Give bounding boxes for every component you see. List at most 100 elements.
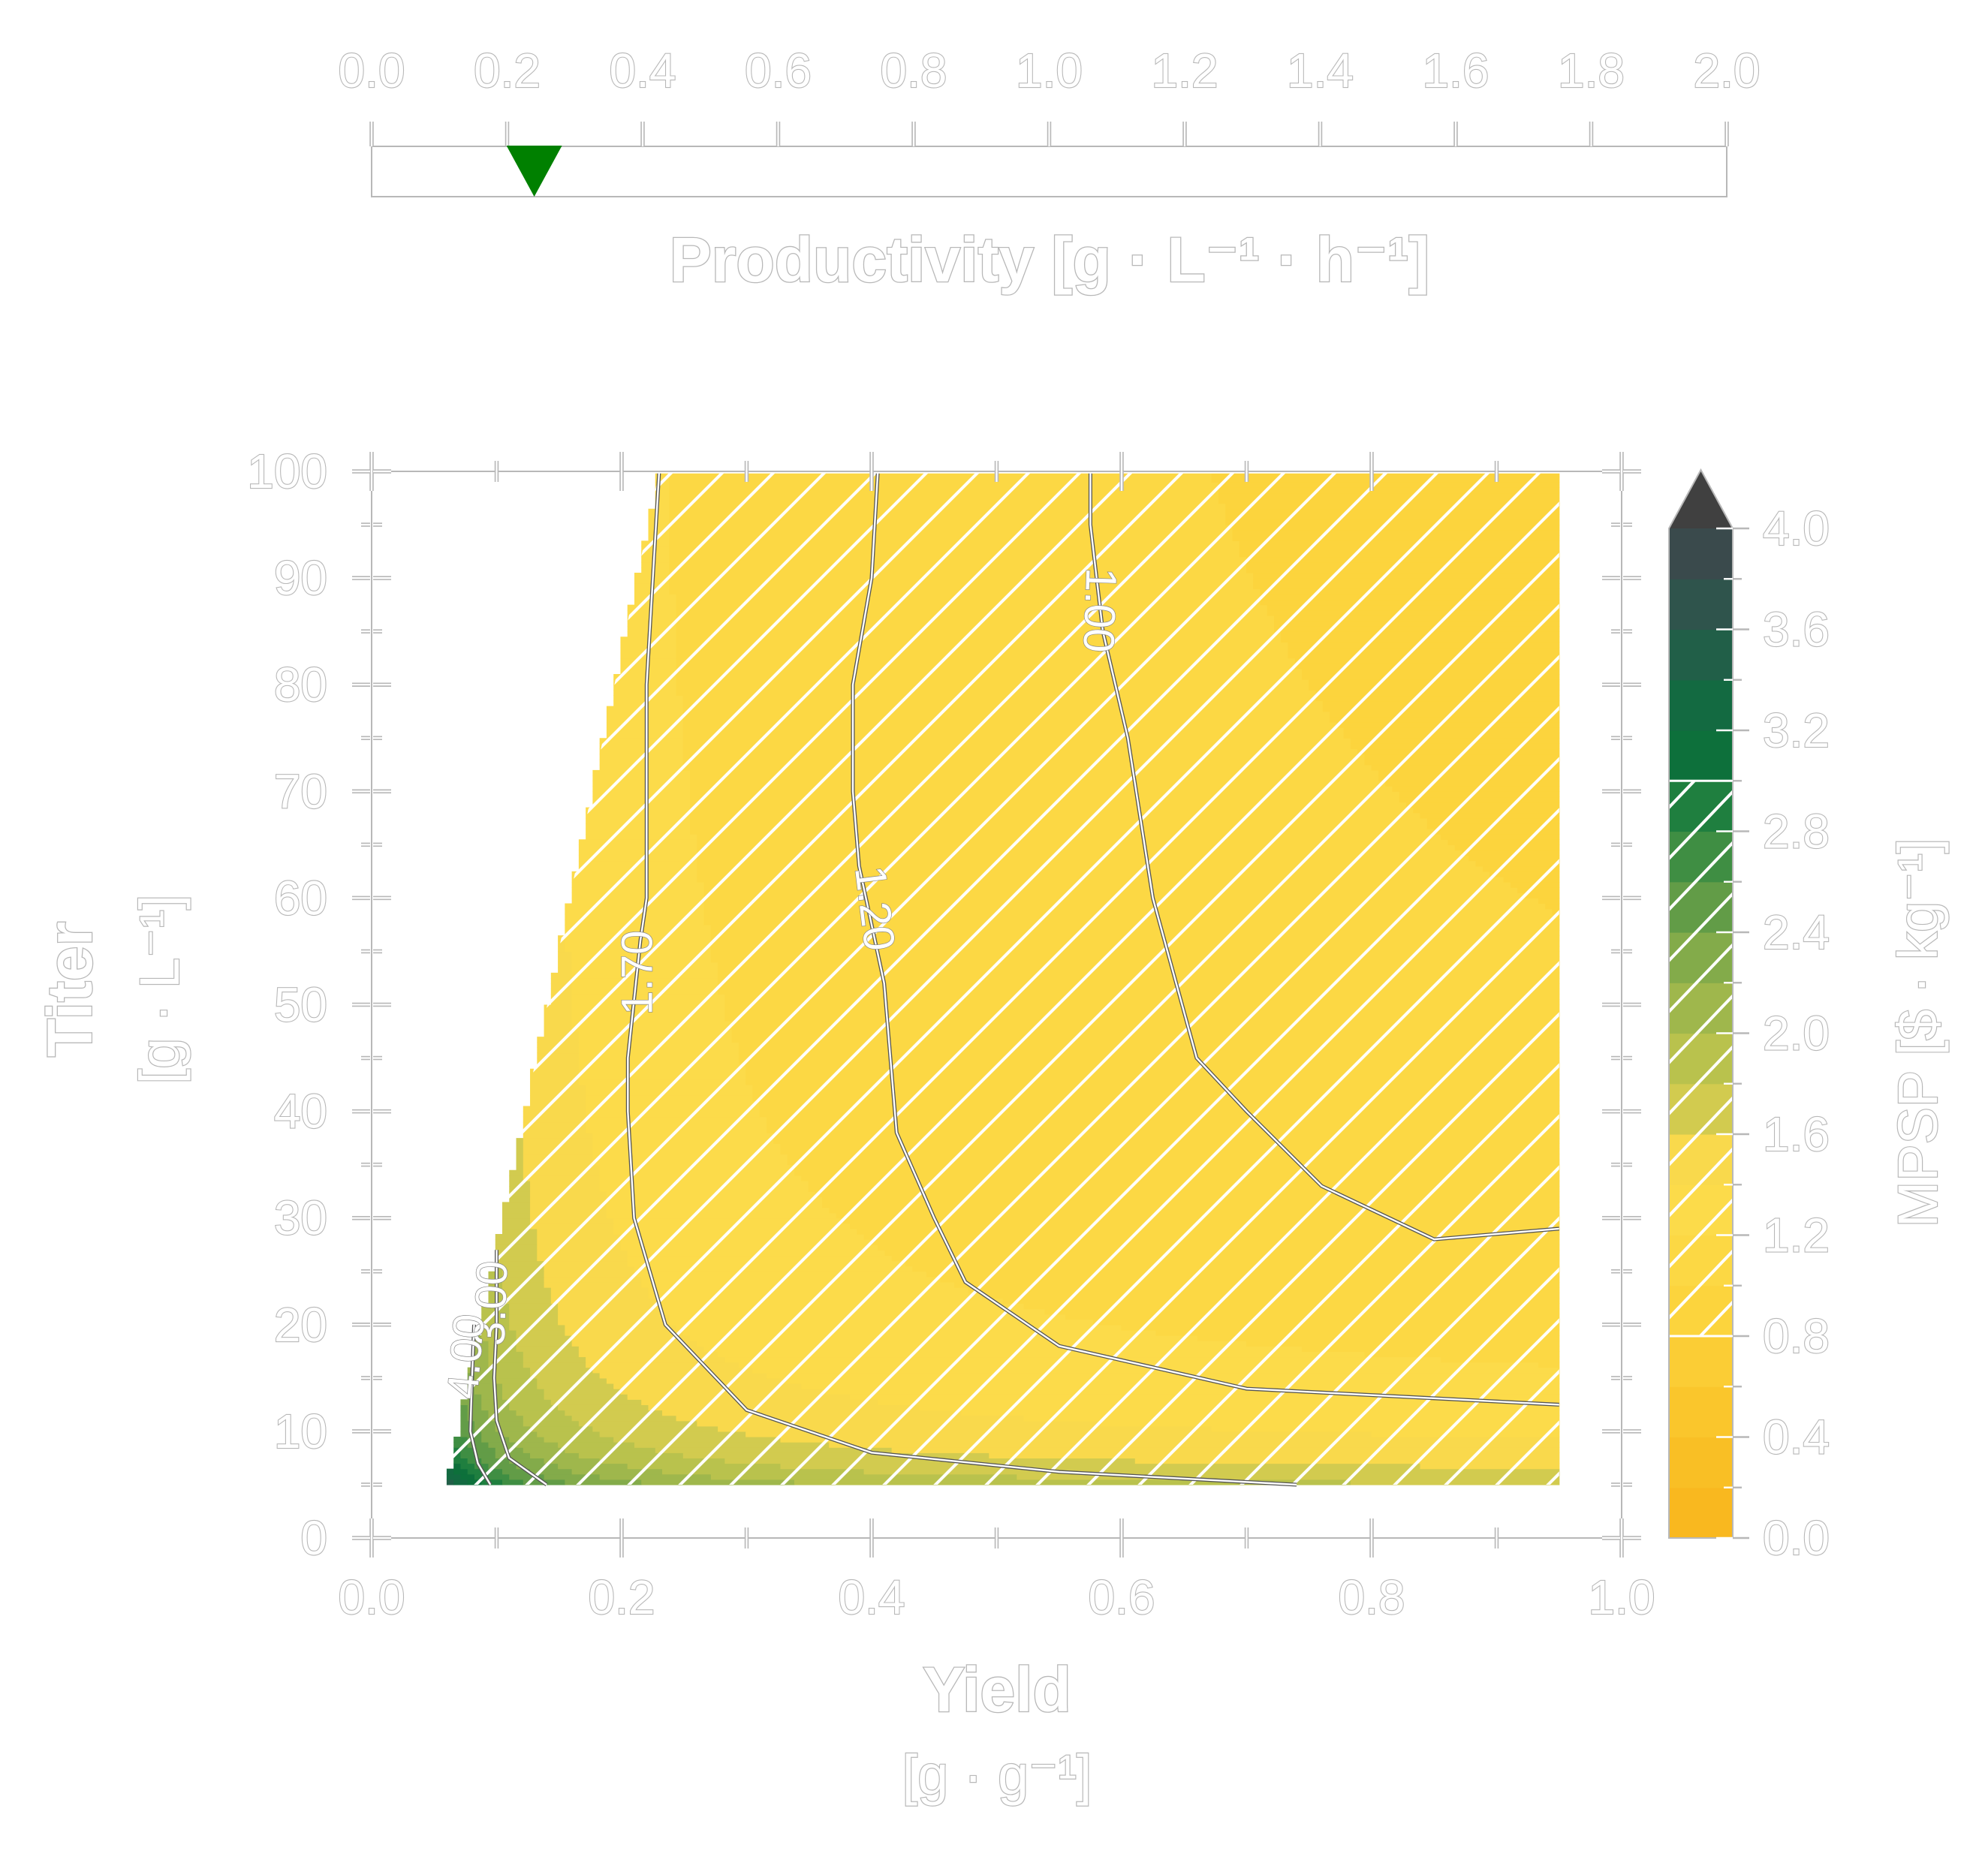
mpsp-cell [502, 1202, 531, 1208]
mpsp-cell [1545, 903, 1560, 910]
mpsp-cell [523, 1362, 586, 1368]
mpsp-cell [592, 781, 691, 787]
hatch-line [446, 471, 908, 1485]
mpsp-cell [1343, 727, 1560, 733]
colorbar-segment [1669, 1437, 1733, 1488]
mpsp-cell [502, 1383, 538, 1389]
hatch-line [446, 471, 1214, 1485]
mpsp-cell [578, 1452, 684, 1459]
mpsp-cell [724, 1015, 1560, 1022]
mpsp-cell [697, 860, 1477, 867]
mpsp-cell [648, 519, 670, 525]
contour-label: 1.20 [845, 863, 904, 953]
mpsp-cell [669, 471, 1212, 477]
mpsp-cell [502, 1223, 531, 1229]
mpsp-cell [558, 1314, 670, 1320]
mpsp-cell [558, 956, 573, 963]
mpsp-cell [1322, 700, 1560, 707]
mpsp-cell [710, 1473, 1017, 1480]
mpsp-cell [586, 829, 691, 835]
x-axis-title: Yield [923, 1654, 1071, 1725]
mpsp-cell [474, 1362, 489, 1368]
mpsp-cell [1211, 477, 1560, 483]
mpsp-cell [1239, 546, 1560, 552]
mpsp-cell [669, 530, 1233, 536]
hatch-line [446, 471, 1469, 1485]
mpsp-cell [509, 1175, 524, 1181]
mpsp-cell [530, 1223, 614, 1229]
mpsp-cell [703, 919, 1560, 925]
hatch-line [544, 471, 1559, 1485]
mpsp-cell [1538, 1362, 1560, 1368]
mpsp-cell [1371, 764, 1560, 771]
mpsp-cell [599, 1169, 795, 1176]
mpsp-cell [453, 1479, 468, 1485]
mpsp-cell [460, 1463, 475, 1470]
mpsp-cell [599, 1458, 725, 1464]
mpsp-cell [1364, 759, 1560, 766]
y-tick-label: 40 [274, 1085, 327, 1139]
mpsp-cell [697, 839, 1449, 845]
colorbar-hatch-line [1669, 1197, 1733, 1269]
mpsp-cell [905, 1260, 1560, 1267]
mpsp-cell [578, 1058, 739, 1064]
mpsp-cell [655, 503, 670, 510]
mpsp-cell [669, 1314, 1066, 1320]
mpsp-cell [571, 1020, 733, 1027]
mpsp-cell [446, 1468, 454, 1475]
mpsp-cell [669, 482, 1219, 488]
mpsp-cell [1371, 1431, 1560, 1437]
mpsp-cell [746, 1073, 1560, 1080]
mpsp-cell [690, 775, 1379, 781]
contour-label: 4.00 [438, 1312, 494, 1401]
mpsp-cell [676, 679, 1309, 685]
mpsp-cell [794, 1479, 1351, 1485]
productivity-tick-label: 2.0 [1694, 44, 1761, 98]
mpsp-cell [1315, 695, 1560, 702]
mpsp-cell [460, 1420, 475, 1427]
mpsp-cell [891, 1255, 1560, 1262]
mpsp-cell [1253, 583, 1560, 589]
mpsp-cell [648, 1287, 969, 1293]
mpsp-cell [919, 1404, 1560, 1411]
mpsp-cell [682, 727, 1345, 733]
mpsp-cell [1274, 626, 1560, 632]
mpsp-cell [773, 1133, 1560, 1139]
mpsp-cell [488, 1442, 517, 1448]
mpsp-cell [460, 1447, 475, 1453]
mpsp-cell [731, 1020, 1560, 1027]
mpsp-cell [509, 1437, 545, 1443]
mpsp-cell [523, 1111, 586, 1118]
mpsp-cell [669, 487, 1219, 494]
mpsp-cell [641, 1276, 941, 1283]
mpsp-cell [1399, 796, 1560, 803]
mpsp-cell [571, 972, 718, 979]
mpsp-cell [961, 1410, 1560, 1416]
mpsp-cell [801, 1383, 1560, 1389]
productivity-axis-title: Productivity [g · L⁻¹ · h⁻¹] [670, 224, 1430, 295]
mpsp-cell [558, 1463, 628, 1470]
mpsp-cell [481, 1394, 503, 1400]
mpsp-cell [578, 1079, 746, 1085]
colorbar-segment [1669, 932, 1733, 983]
mpsp-cell [1399, 791, 1560, 798]
mpsp-cell [620, 1245, 878, 1251]
mpsp-cell [968, 1287, 1560, 1293]
mpsp-cell [592, 796, 691, 803]
mpsp-cell [710, 956, 1560, 963]
mpsp-cell [571, 951, 712, 958]
mpsp-cell [884, 1250, 1560, 1257]
hatch-line [446, 471, 959, 1485]
mpsp-cell [530, 1073, 580, 1080]
mpsp-cell [669, 477, 1212, 483]
mpsp-cell [565, 1410, 663, 1416]
colorbar-tick-label: 0.8 [1763, 1309, 1830, 1363]
mpsp-cell [1246, 561, 1560, 568]
mpsp-cell [516, 1329, 565, 1336]
contour-label: 3.00 [465, 1260, 517, 1347]
mpsp-cell [1357, 748, 1560, 755]
mpsp-cell [912, 1266, 1560, 1272]
mpsp-cell [565, 1479, 642, 1485]
mpsp-cell [682, 764, 1372, 771]
mpsp-cell [502, 1431, 538, 1437]
